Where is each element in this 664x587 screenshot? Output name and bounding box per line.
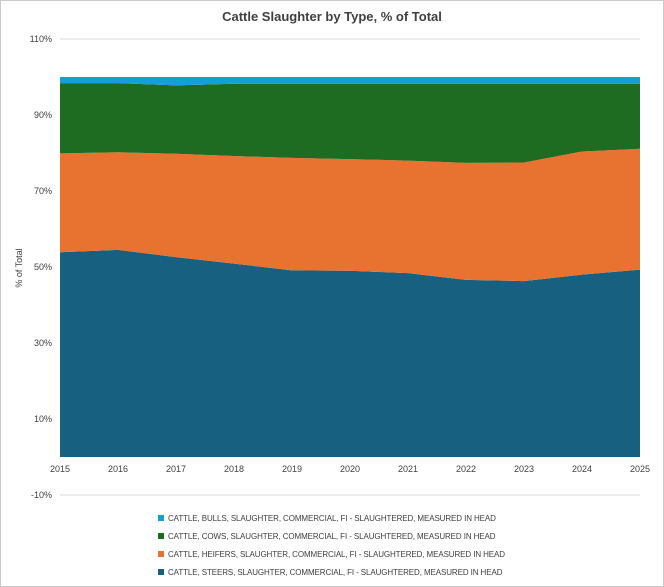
legend-swatch (158, 551, 164, 557)
y-tick-label: -10% (31, 490, 52, 500)
x-tick-label: 2025 (630, 464, 650, 474)
legend-swatch (158, 533, 164, 539)
x-tick-label: 2023 (514, 464, 534, 474)
legend-label: CATTLE, HEIFERS, SLAUGHTER, COMMERCIAL, … (168, 549, 505, 559)
y-tick-label: 70% (34, 186, 52, 196)
y-axis-label: % of Total (14, 248, 24, 287)
legend-item: CATTLE, BULLS, SLAUGHTER, COMMERCIAL, FI… (158, 509, 638, 527)
x-tick-label: 2022 (456, 464, 476, 474)
x-tick-label: 2015 (50, 464, 70, 474)
legend-item: CATTLE, COWS, SLAUGHTER, COMMERCIAL, FI … (158, 527, 638, 545)
area-series (60, 83, 640, 163)
legend-label: CATTLE, STEERS, SLAUGHTER, COMMERCIAL, F… (168, 567, 503, 577)
area-series (60, 148, 640, 282)
x-tick-label: 2019 (282, 464, 302, 474)
y-axis-ticks: -10% 10% 30% 50% 70% 90% 110% (30, 34, 52, 500)
area-series (60, 77, 640, 86)
legend-swatch (158, 515, 164, 521)
x-tick-label: 2018 (224, 464, 244, 474)
x-axis-ticks: 2015 2016 2017 2018 2019 2020 2021 2022 2023 2024… (50, 464, 650, 474)
x-tick-label: 2016 (108, 464, 128, 474)
stacked-areas (60, 77, 640, 457)
legend-label: CATTLE, BULLS, SLAUGHTER, COMMERCIAL, FI… (168, 513, 496, 523)
y-tick-label: 90% (34, 110, 52, 120)
y-tick-label: 110% (30, 34, 52, 44)
y-tick-label: 30% (34, 338, 52, 348)
area-series (60, 249, 640, 457)
y-tick-label: 10% (34, 414, 52, 424)
legend-item: CATTLE, STEERS, SLAUGHTER, COMMERCIAL, F… (158, 563, 638, 581)
x-tick-label: 2017 (166, 464, 186, 474)
chart-legend: CATTLE, BULLS, SLAUGHTER, COMMERCIAL, FI… (158, 509, 638, 581)
legend-swatch (158, 569, 164, 575)
x-tick-label: 2021 (398, 464, 418, 474)
legend-label: CATTLE, COWS, SLAUGHTER, COMMERCIAL, FI … (168, 531, 496, 541)
chart-title: Cattle Slaughter by Type, % of Total (222, 9, 442, 24)
x-tick-label: 2024 (572, 464, 592, 474)
y-tick-label: 50% (34, 262, 52, 272)
x-tick-label: 2020 (340, 464, 360, 474)
legend-item: CATTLE, HEIFERS, SLAUGHTER, COMMERCIAL, … (158, 545, 638, 563)
